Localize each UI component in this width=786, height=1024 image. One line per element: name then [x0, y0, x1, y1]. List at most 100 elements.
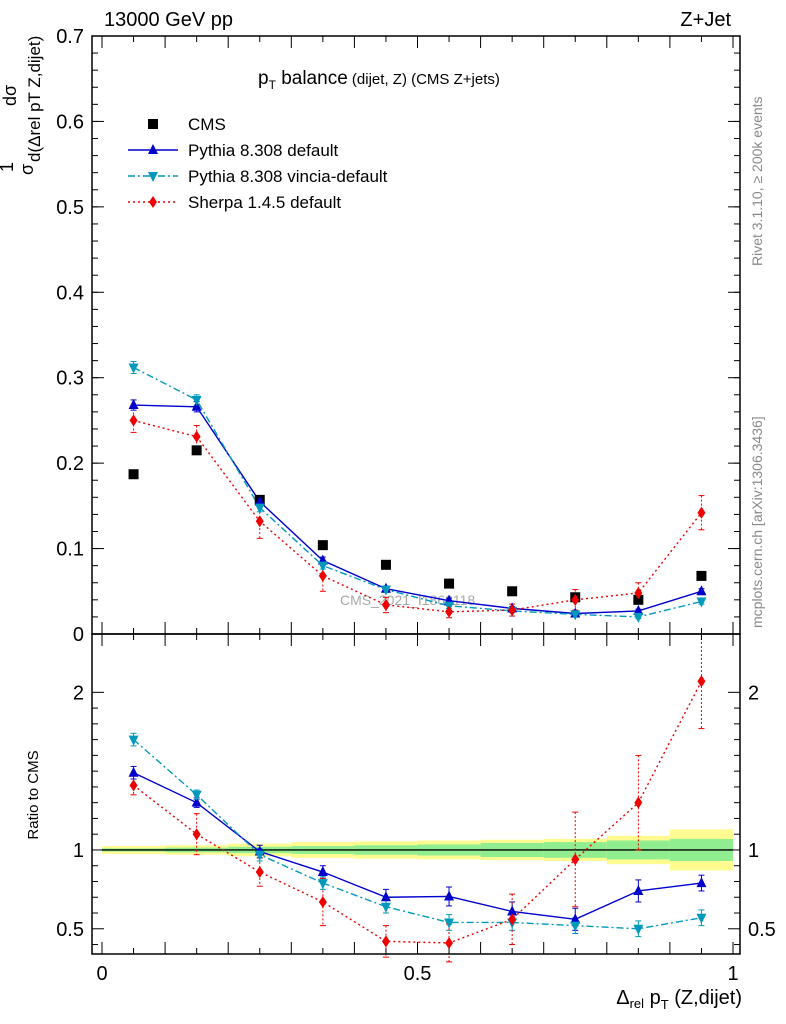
top-point-pythia-8-308-vincia-default	[570, 610, 581, 621]
bottom-ylabel: Ratio to CMS	[25, 750, 42, 839]
bottom-point-pythia-8-308-default	[317, 866, 328, 877]
bottom-point-sherpa-1-4-5-default	[129, 779, 138, 792]
top-point-sherpa-1-4-5-default	[634, 586, 643, 599]
bottom-point-pythia-8-308-vincia-default	[633, 924, 644, 935]
xlabel-p: p	[644, 987, 661, 1009]
top-series-lines	[130, 360, 705, 620]
bottom-point-pythia-8-308-vincia-default	[570, 921, 581, 932]
legend-marker	[148, 119, 158, 129]
bottom-point-pythia-8-308-vincia-default	[254, 850, 265, 861]
title-p: p	[258, 68, 269, 89]
top-ytick-label: 0.7	[56, 26, 84, 48]
top-point-sherpa-1-4-5-default	[508, 604, 517, 617]
top-point-cms	[128, 469, 139, 480]
bottom-point-pythia-8-308-default	[507, 905, 518, 916]
bottom-ytick-label-right: 1	[748, 840, 759, 862]
rivet-label: Rivet 3.1.10, ≥ 200k events	[749, 96, 765, 266]
bottom-point-sherpa-1-4-5-default	[571, 853, 580, 866]
bottom-line-pythia-8-308-vincia-default	[133, 739, 702, 930]
legend-label: Pythia 8.308 default	[188, 141, 339, 160]
top-point-pythia-8-308-default	[254, 495, 265, 506]
top-line-sherpa-1-4-5-default	[133, 419, 703, 613]
top-point-cms	[317, 540, 328, 551]
bottom-line-sherpa-1-4-5-default	[133, 680, 703, 944]
bottom-point-pythia-8-308-default	[128, 766, 139, 777]
bottom-point-sherpa-1-4-5-default	[445, 936, 454, 949]
top-ytick-label: 0.1	[56, 539, 84, 561]
bottom-point-sherpa-1-4-5-default	[508, 913, 517, 926]
legend: CMS Pythia 8.308 default Pythia 8.308 vinc…	[128, 115, 388, 212]
top-point-cms	[633, 594, 644, 605]
top-point-sherpa-1-4-5-default	[697, 506, 706, 519]
xlabel-delta: Δ	[616, 987, 629, 1009]
header-right: Z+Jet	[680, 9, 731, 31]
top-point-pythia-8-308-vincia-default	[191, 395, 202, 406]
top-ytick-label: 0.5	[56, 197, 84, 219]
ylabel-sigma: σ	[17, 164, 37, 175]
bottom-point-pythia-8-308-vincia-default	[317, 879, 328, 890]
top-ytick-label: 0.2	[56, 453, 84, 475]
top-point-pythia-8-308-vincia-default	[696, 597, 707, 608]
bottom-point-pythia-8-308-vincia-default	[444, 918, 455, 929]
bottom-point-pythia-8-308-default	[191, 796, 202, 807]
top-point-pythia-8-308-vincia-default	[633, 612, 644, 623]
legend-marker	[149, 196, 157, 208]
top-point-sherpa-1-4-5-default	[255, 515, 264, 528]
bottom-point-sherpa-1-4-5-default	[634, 796, 643, 809]
legend-marker	[148, 144, 158, 154]
top-ytick-label: 0	[73, 624, 84, 646]
xlabel-T: T	[661, 997, 669, 1012]
ylabel-dsigma: dσ	[0, 85, 20, 106]
xtick-label: 0	[96, 963, 107, 985]
bottom-ytick-label: 2	[73, 682, 84, 704]
bottom-ytick-label-right: 0.5	[748, 919, 776, 941]
top-ylabel: 1 σ dσ d(Δrel pT Z,dijet)	[0, 36, 44, 175]
top-point-sherpa-1-4-5-default	[129, 414, 138, 427]
top-point-sherpa-1-4-5-default	[318, 569, 327, 582]
top-point-sherpa-1-4-5-default	[571, 593, 580, 606]
plot-title: pT balance (dijet, Z) (CMS Z+jets)	[258, 68, 500, 92]
xlabel-rest: (Z,dijet)	[669, 987, 742, 1009]
legend-label: CMS	[188, 115, 226, 134]
bottom-point-sherpa-1-4-5-default	[192, 828, 201, 841]
title-main-rest: balance	[276, 68, 348, 89]
bottom-ytick-label: 0.5	[56, 919, 84, 941]
bottom-point-pythia-8-308-default	[380, 891, 391, 902]
title-p-sub: T	[269, 78, 277, 92]
top-line-pythia-8-308-default	[133, 404, 702, 615]
top-point-sherpa-1-4-5-default	[445, 605, 454, 618]
bottom-point-sherpa-1-4-5-default	[318, 895, 327, 908]
bottom-series-markers	[128, 675, 707, 949]
top-ytick-label: 0.3	[56, 368, 84, 390]
top-point-cms	[380, 559, 391, 570]
legend-label: Sherpa 1.4.5 default	[188, 193, 341, 212]
top-point-pythia-8-308-default	[696, 585, 707, 596]
top-point-sherpa-1-4-5-default	[381, 598, 390, 611]
bottom-line-pythia-8-308-default	[133, 772, 702, 921]
top-point-pythia-8-308-default	[128, 399, 139, 410]
bottom-axes: 0.5 0.5 1 1 2 2 0 0.5 1	[56, 634, 776, 985]
bottom-ytick-label-right: 2	[748, 682, 759, 704]
bottom-point-pythia-8-308-vincia-default	[128, 735, 139, 746]
top-ytick-label: 0.4	[56, 282, 84, 304]
xtick-label: 1	[727, 963, 738, 985]
bottom-point-sherpa-1-4-5-default	[697, 675, 706, 688]
top-point-cms	[444, 578, 455, 589]
bottom-point-sherpa-1-4-5-default	[381, 935, 390, 948]
top-series-markers	[128, 363, 707, 623]
legend-marker	[148, 172, 158, 182]
legend-label: Pythia 8.308 vincia-default	[188, 167, 388, 186]
bottom-point-pythia-8-308-vincia-default	[696, 913, 707, 924]
bottom-point-pythia-8-308-default	[570, 913, 581, 924]
bottom-point-pythia-8-308-default	[696, 877, 707, 888]
bottom-panel-frame	[91, 633, 741, 955]
ylabel-one: 1	[0, 162, 17, 172]
mcplots-label: mcplots.cern.ch [arXiv:1306.3436]	[749, 416, 765, 628]
top-point-pythia-8-308-vincia-default	[317, 561, 328, 572]
bottom-point-pythia-8-308-default	[444, 890, 455, 901]
title-small: (dijet, Z) (CMS Z+jets)	[348, 71, 500, 88]
top-point-pythia-8-308-vincia-default	[380, 585, 391, 596]
bottom-point-pythia-8-308-vincia-default	[380, 902, 391, 913]
bottom-series-lines	[130, 633, 705, 963]
